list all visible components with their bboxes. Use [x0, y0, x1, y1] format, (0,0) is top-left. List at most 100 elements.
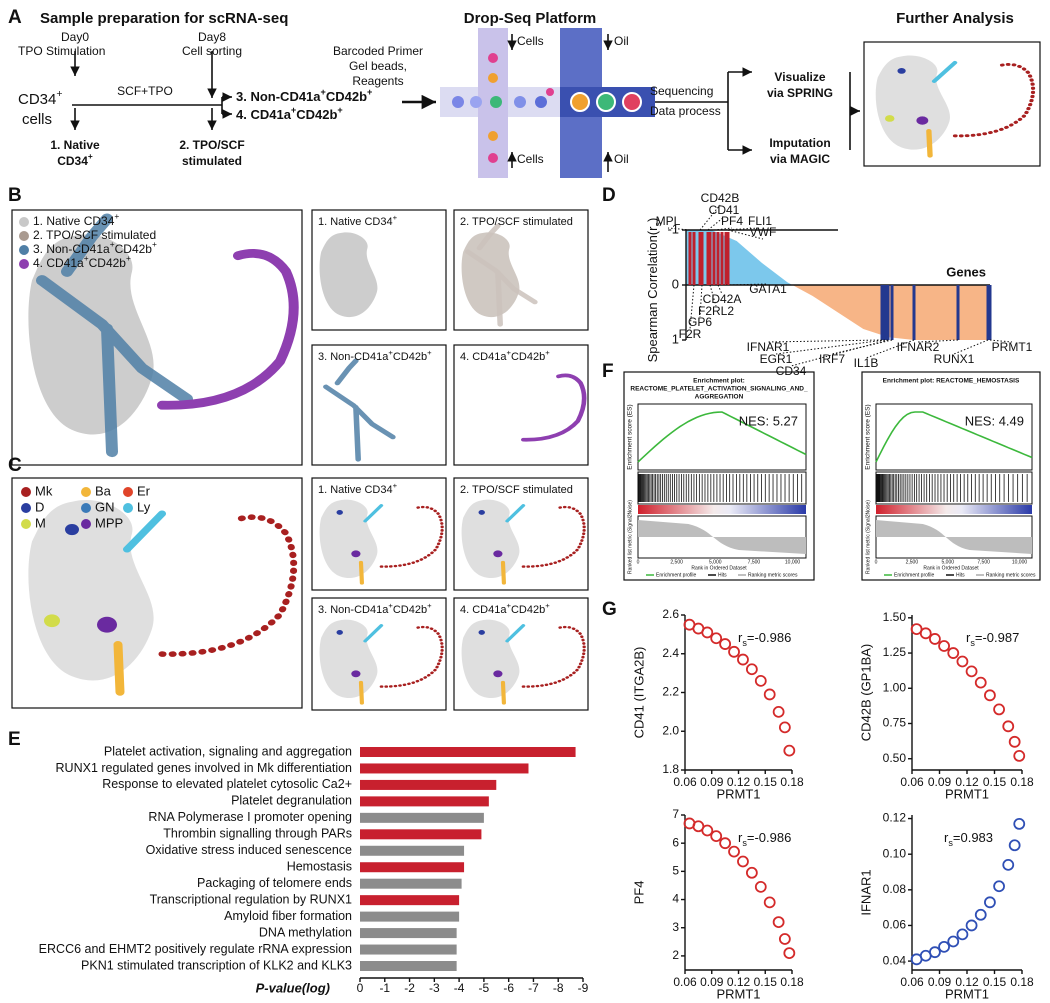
category-label: Oxidative stress induced senescence: [146, 843, 352, 857]
axis-label: Rank in Ordered Dataset: [923, 565, 979, 571]
leader: [689, 284, 695, 330]
leader: [775, 339, 886, 355]
cell-cloud: [500, 680, 506, 705]
point: [754, 880, 767, 893]
gene-stripe: [712, 232, 716, 285]
subplot-title: 2. TPO/SCF stimulated: [460, 216, 573, 228]
text-part: =-0.986: [747, 630, 791, 645]
point: [719, 638, 732, 650]
legend-label: 3. Non-CD41a+CD42b+: [33, 239, 157, 256]
cell-cloud: [358, 560, 364, 585]
process-label: Sequencing: [650, 84, 713, 98]
x-axis-label: P-value(log): [256, 980, 330, 995]
script-text: +: [88, 151, 93, 161]
tick-label: 5,000: [709, 559, 722, 565]
point: [984, 689, 996, 702]
text-part: =-0.986: [747, 830, 791, 845]
text-part: CD34: [57, 154, 88, 168]
point: [754, 674, 767, 687]
script-text: s: [653, 222, 663, 227]
legend-label: 2. TPO/SCF stimulated: [33, 228, 156, 242]
annotation: rs=-0.987: [966, 630, 1019, 648]
point: [772, 916, 785, 928]
x-tick-label: 0.06: [673, 775, 697, 789]
cell-cloud: [505, 624, 526, 643]
y-tick-label: 0.06: [883, 918, 907, 932]
point: [974, 908, 987, 921]
gene-label: IFNAR2: [897, 340, 940, 354]
gene-stripe: [716, 232, 720, 285]
embedding: [319, 499, 444, 585]
point: [783, 744, 796, 757]
gene-label: CD34: [776, 364, 807, 378]
text-part: CD42b: [89, 256, 127, 270]
x-tick-label: 0.06: [900, 775, 924, 789]
legend-label: Er: [137, 483, 151, 498]
point: [728, 645, 740, 658]
script-text: +: [367, 87, 372, 97]
bar: [360, 747, 576, 757]
cell-cloud: [323, 358, 396, 462]
y-tick-label: 2.6: [662, 607, 679, 621]
x-tick-label: 0.15: [754, 975, 778, 989]
text-part: CD42b: [115, 242, 153, 256]
embedding: [461, 619, 586, 705]
cell-cloud: [505, 504, 526, 523]
step-label: SCF+TPO: [117, 84, 173, 98]
cell-cloud: [44, 614, 60, 628]
cell-cloud: [461, 619, 520, 699]
nes-label: NES: 4.49: [965, 413, 1024, 428]
cell-cloud: [123, 510, 166, 553]
plot-area: [875, 403, 1033, 471]
point: [710, 830, 723, 843]
text-part: 3. Non-CD41a: [236, 89, 321, 104]
script-text: s: [948, 838, 953, 848]
embedding: [28, 213, 299, 458]
point: [929, 946, 941, 959]
cell-cloud: [520, 373, 587, 442]
legend-label: Enrichment profile: [894, 572, 935, 578]
y-tick-label: 1.50: [883, 610, 907, 624]
y-tick-label: 6: [672, 835, 679, 849]
script-text: +: [114, 211, 119, 221]
gene-label: FLI1: [748, 214, 772, 228]
category-label: Amyloid fiber formation: [224, 909, 352, 923]
gene-stripe: [700, 232, 704, 285]
script-text: +: [388, 601, 393, 610]
y-tick-label: 1.00: [883, 680, 907, 694]
script-text: +: [337, 105, 342, 115]
x-tick-label: 0.15: [983, 775, 1007, 789]
flow-label: Cells: [517, 34, 544, 48]
y-tick-label: 0: [672, 276, 679, 291]
gene-stripe: [692, 232, 696, 285]
nes-label: NES: 5.27: [739, 413, 798, 428]
text-part: 3. Non-CD41a: [318, 604, 389, 616]
cell-cloud: [875, 55, 950, 150]
point: [984, 896, 996, 909]
y-tick-label: 7: [672, 807, 679, 821]
point: [778, 933, 791, 945]
legend-label: Ba: [95, 483, 112, 498]
text-part: =0.983: [953, 830, 993, 845]
annotation: rs=-0.986: [738, 830, 791, 848]
bar: [360, 878, 462, 889]
reagent-label: Barcoded Primer: [333, 44, 423, 58]
cell-cloud: [358, 680, 364, 705]
subplot-title: 3. Non-CD41a+CD42b+: [318, 348, 432, 363]
tick-label: 2,500: [906, 559, 919, 565]
x-tick-label: -9: [578, 981, 589, 995]
y-tick-label: 1.8: [662, 762, 679, 776]
cell-cloud: [319, 499, 378, 579]
cell-cloud: [500, 560, 506, 585]
script-text: s: [742, 838, 747, 848]
tick-label: 10,000: [1012, 559, 1028, 565]
subplot-title: 4. CD41a+CD42b+: [460, 601, 550, 616]
axis-label: Ranked list metric (Signal2Noise): [627, 500, 633, 574]
gene-label: CD41: [709, 203, 740, 217]
gene-stripe: [688, 232, 692, 285]
y-tick-label: 0.04: [883, 953, 907, 967]
x-tick-label: 0.18: [780, 775, 804, 789]
legend-label: Enrichment profile: [656, 572, 697, 578]
bar: [360, 763, 529, 774]
